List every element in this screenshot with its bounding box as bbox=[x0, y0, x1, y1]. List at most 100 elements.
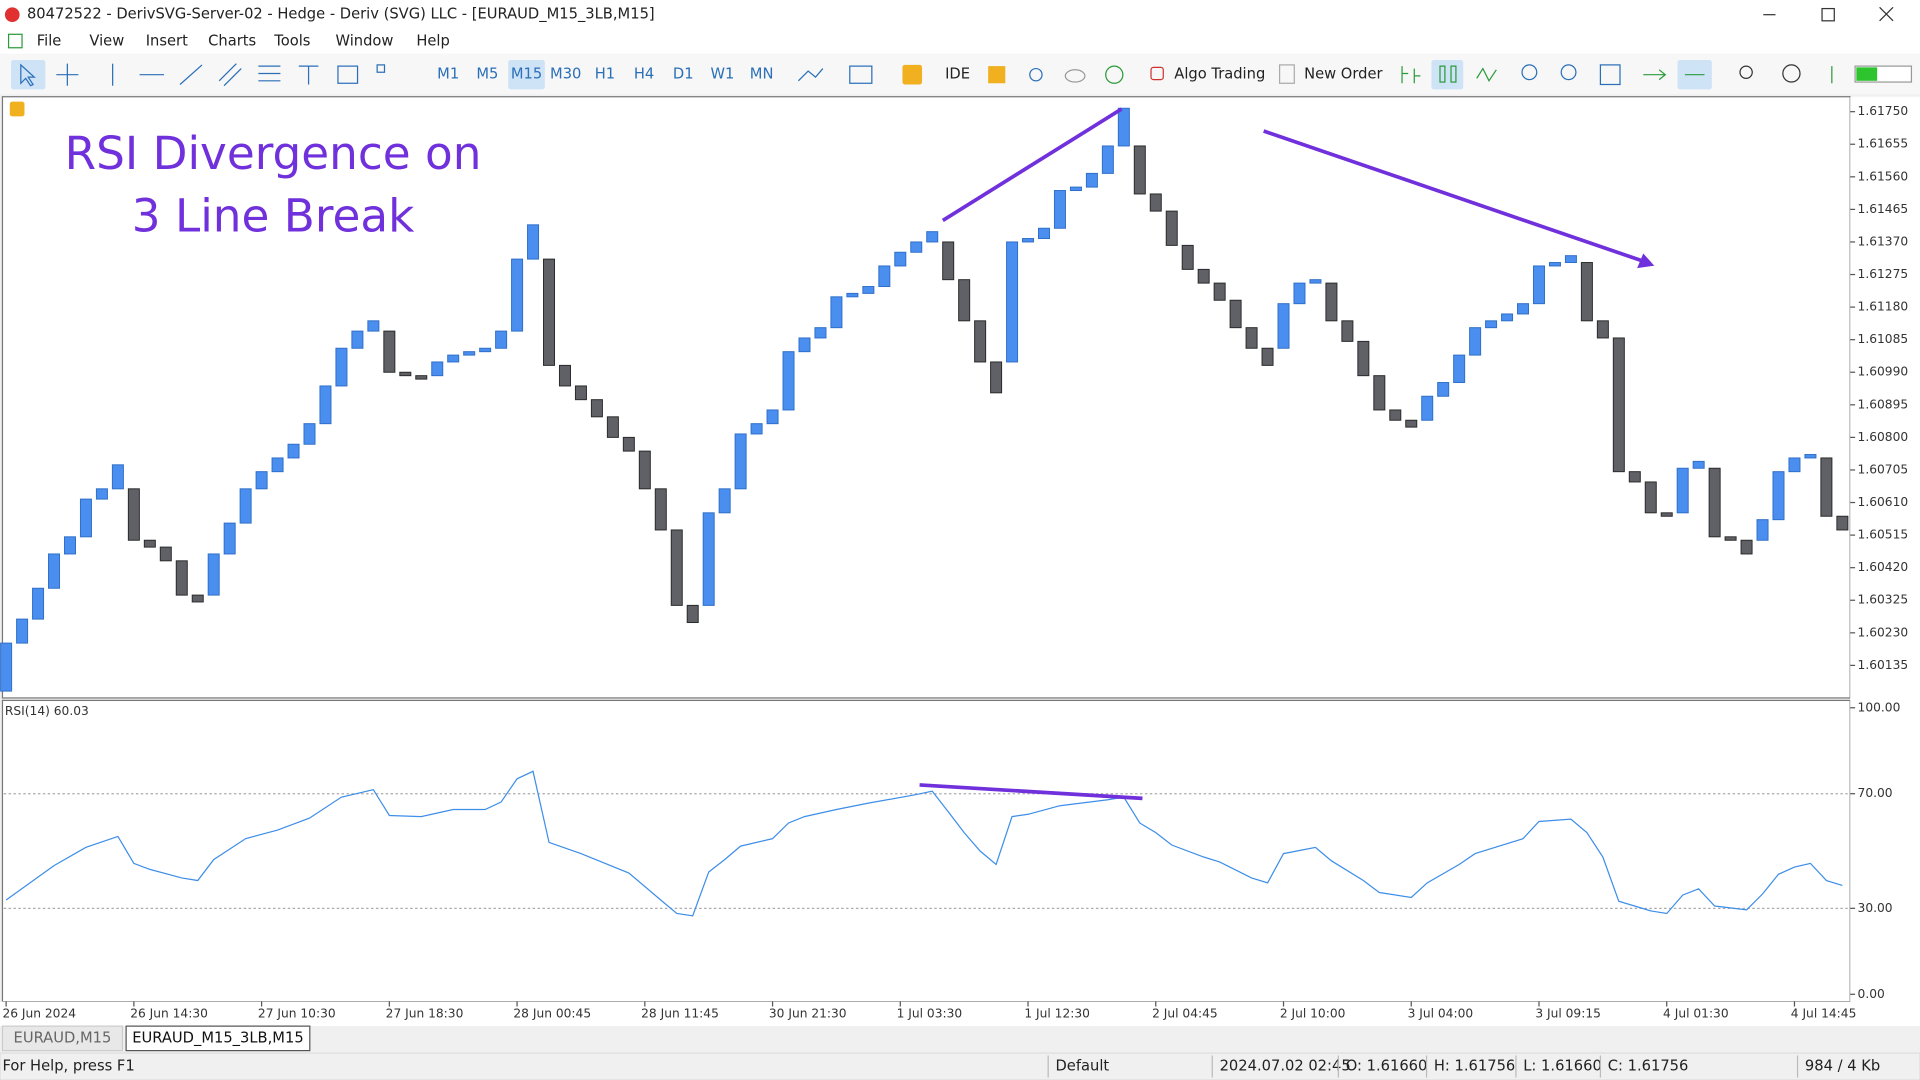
zoom-in-button[interactable] bbox=[1521, 64, 1538, 81]
tab-label[interactable]: EURAUD_M15_3LB,M15 bbox=[132, 1029, 303, 1046]
timeframe-button[interactable]: M1 bbox=[437, 66, 459, 83]
brick bbox=[1309, 279, 1322, 284]
cursor-tool[interactable] bbox=[11, 60, 46, 90]
menu-item[interactable]: Insert bbox=[146, 33, 188, 50]
timeframe-button[interactable]: H1 bbox=[595, 66, 615, 83]
new-order-button[interactable]: New Order bbox=[1304, 66, 1383, 83]
brick bbox=[830, 296, 843, 329]
indicators-button[interactable] bbox=[797, 68, 824, 82]
brick bbox=[990, 361, 1003, 394]
brick bbox=[1277, 303, 1290, 349]
time-label: 2 Jul 10:00 bbox=[1280, 1006, 1346, 1020]
zoom-out-button[interactable] bbox=[1560, 64, 1577, 81]
cloud-button[interactable] bbox=[1064, 69, 1086, 83]
brick bbox=[878, 265, 891, 288]
brick bbox=[1660, 512, 1673, 517]
time-label: 28 Jun 11:45 bbox=[641, 1006, 719, 1020]
brick bbox=[303, 423, 316, 445]
brick bbox=[718, 488, 731, 514]
price-tick-label: 1.60895 bbox=[1858, 397, 1909, 411]
brick bbox=[159, 546, 172, 562]
brick bbox=[1612, 337, 1625, 473]
bar-chart-button[interactable] bbox=[1401, 66, 1421, 84]
timeframe-button[interactable]: H4 bbox=[634, 66, 654, 83]
algo-trading-button[interactable]: Algo Trading bbox=[1174, 66, 1265, 83]
brick bbox=[1261, 347, 1274, 366]
rsi-tick-label: 30.00 bbox=[1858, 901, 1893, 915]
menu-item[interactable]: Charts bbox=[208, 33, 256, 50]
price-tick-label: 1.60325 bbox=[1858, 593, 1909, 607]
brick bbox=[383, 330, 396, 373]
radar-button[interactable] bbox=[1105, 65, 1124, 84]
rsi-divergence-line bbox=[919, 783, 1143, 801]
algo-icon bbox=[1150, 66, 1164, 81]
timeframe-button[interactable]: MN bbox=[750, 66, 774, 83]
objects-tool[interactable] bbox=[376, 64, 386, 73]
timeframe-button[interactable]: D1 bbox=[673, 66, 694, 83]
brick bbox=[1772, 471, 1785, 521]
candles-button[interactable] bbox=[1431, 60, 1464, 90]
arrow-head bbox=[1637, 253, 1655, 269]
menu-item[interactable]: File bbox=[37, 33, 62, 50]
timeframe-button[interactable]: M5 bbox=[476, 66, 498, 83]
candle-icon bbox=[1439, 65, 1446, 83]
brick bbox=[814, 327, 827, 339]
tab[interactable] bbox=[125, 1025, 311, 1052]
tab[interactable] bbox=[1, 1025, 124, 1052]
brick bbox=[1628, 471, 1641, 483]
ide-button[interactable]: IDE bbox=[945, 66, 970, 83]
menu-item[interactable]: View bbox=[89, 33, 124, 50]
search-button[interactable] bbox=[1739, 65, 1753, 79]
price-tick-label: 1.61085 bbox=[1858, 332, 1909, 346]
brick bbox=[1229, 299, 1242, 329]
brick bbox=[143, 539, 156, 548]
timeframe-button[interactable]: M15 bbox=[511, 66, 542, 83]
signals-button[interactable] bbox=[988, 66, 1006, 84]
menu-item[interactable]: Tools bbox=[273, 33, 310, 50]
fibo-tool[interactable] bbox=[258, 65, 281, 82]
menu-item[interactable]: Window bbox=[336, 33, 394, 50]
brick bbox=[1053, 190, 1066, 229]
time-label: 2 Jul 04:45 bbox=[1152, 1006, 1218, 1020]
scroll-button[interactable] bbox=[1643, 69, 1667, 81]
account-button[interactable] bbox=[1782, 64, 1801, 83]
close-button[interactable] bbox=[1879, 6, 1894, 22]
tab-label[interactable]: EURAUD,M15 bbox=[14, 1029, 112, 1046]
trendline-tool[interactable] bbox=[179, 64, 203, 85]
market-button[interactable] bbox=[902, 64, 923, 85]
brick bbox=[1213, 282, 1226, 301]
timeframe-button[interactable]: W1 bbox=[711, 66, 735, 83]
brick bbox=[558, 364, 571, 387]
shapes-tool[interactable] bbox=[337, 65, 359, 84]
brick bbox=[1037, 227, 1050, 240]
brick bbox=[654, 488, 667, 531]
brick bbox=[958, 279, 971, 322]
timeframe-button[interactable]: M30 bbox=[550, 66, 581, 83]
brick bbox=[1181, 244, 1194, 270]
brick bbox=[782, 351, 795, 411]
brick bbox=[910, 241, 923, 253]
rsi-tick-label: 70.00 bbox=[1858, 786, 1893, 800]
candle-icon bbox=[1450, 65, 1457, 83]
brick bbox=[367, 320, 380, 332]
tile-button[interactable] bbox=[1599, 64, 1621, 86]
channel-tool[interactable] bbox=[218, 63, 242, 87]
restore-button[interactable] bbox=[1821, 7, 1835, 22]
connection-level bbox=[1856, 67, 1878, 81]
cursor-icon bbox=[20, 63, 36, 87]
text-tool[interactable] bbox=[298, 65, 319, 85]
price-pane bbox=[1, 96, 1851, 699]
menu-item[interactable]: Help bbox=[416, 33, 449, 50]
new-order-icon bbox=[1278, 64, 1295, 84]
line-chart-button[interactable] bbox=[1476, 67, 1497, 83]
price-tick-label: 1.61275 bbox=[1858, 267, 1909, 281]
status: For Help, press F1 Default 2024.07.02 02:4… bbox=[2, 1055, 1880, 1078]
vps-button[interactable] bbox=[1029, 67, 1043, 82]
brick bbox=[495, 330, 508, 349]
brick bbox=[1453, 354, 1466, 384]
templates-button[interactable] bbox=[849, 65, 873, 84]
status-text: O: 1.61660 bbox=[1346, 1058, 1428, 1075]
brick bbox=[926, 231, 939, 243]
crosshair-tool[interactable] bbox=[56, 63, 79, 86]
time-label: 28 Jun 00:45 bbox=[513, 1006, 591, 1020]
